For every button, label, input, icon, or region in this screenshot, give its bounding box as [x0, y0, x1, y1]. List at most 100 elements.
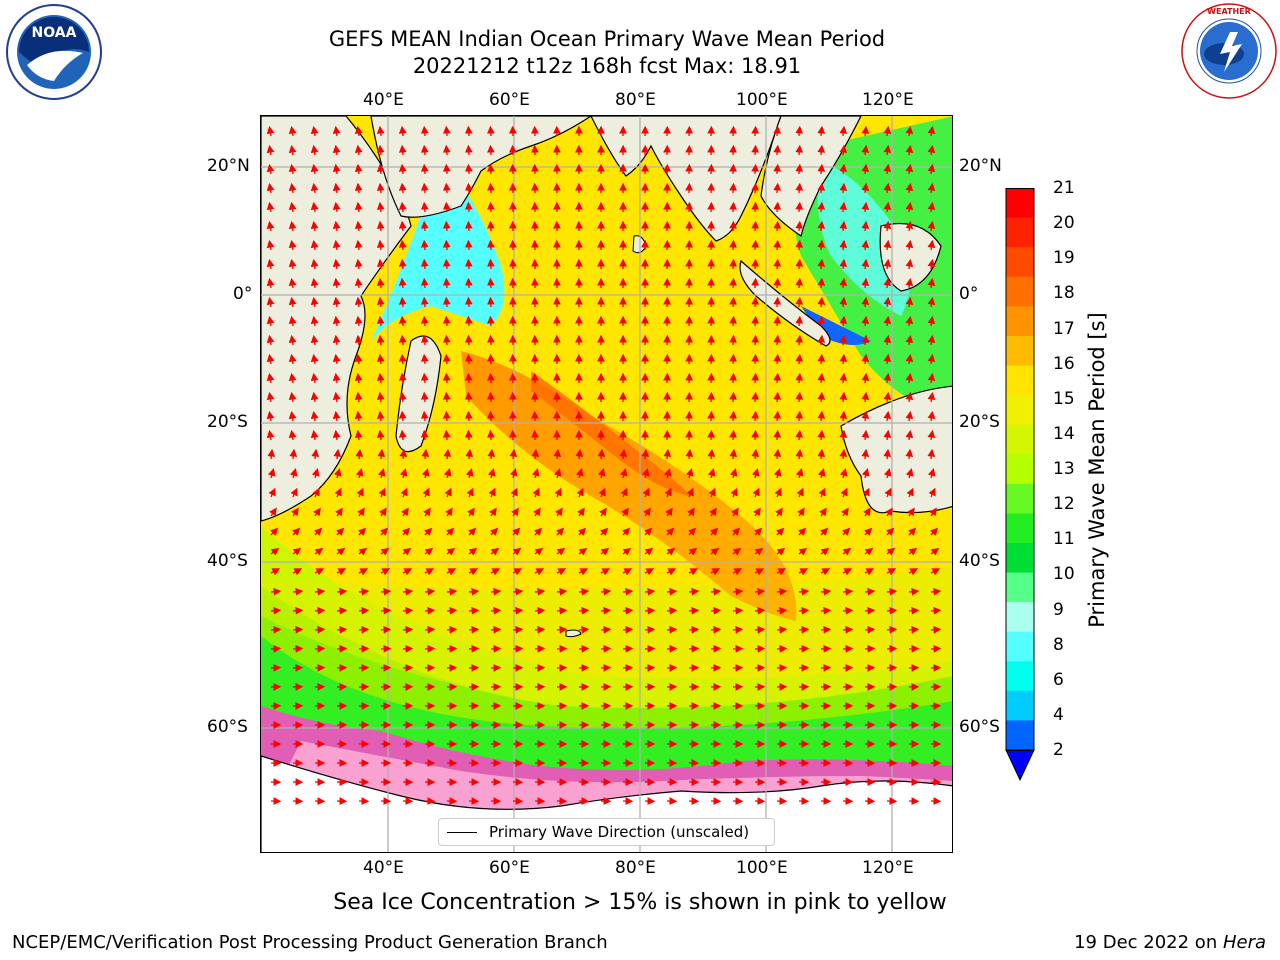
wave-direction-arrow	[534, 568, 545, 576]
wave-direction-arrow	[729, 334, 738, 346]
wave-direction-arrow	[753, 527, 763, 536]
wave-direction-arrow	[927, 125, 936, 137]
wave-direction-arrow	[600, 587, 612, 596]
wave-direction-arrow	[376, 429, 385, 441]
wave-direction-arrow	[798, 625, 810, 634]
wave-direction-arrow	[798, 547, 808, 556]
bottom-lon-label-60e: 60°E	[489, 858, 530, 878]
wave-direction-arrow	[575, 468, 584, 479]
footer-host: Hera	[1222, 932, 1266, 953]
wave-direction-arrow	[358, 587, 370, 596]
wave-direction-arrow	[310, 144, 319, 156]
colorbar-tick-label: 8	[1053, 634, 1064, 655]
wave-direction-arrow	[288, 296, 297, 308]
wave-direction-arrow	[927, 277, 936, 289]
wave-direction-arrow	[354, 410, 363, 422]
wave-direction-arrow	[270, 568, 281, 576]
wave-direction-arrow	[883, 334, 892, 346]
wave-direction-arrow	[468, 625, 480, 634]
wave-direction-arrow	[839, 201, 848, 213]
wave-direction-arrow	[930, 568, 941, 576]
wave-direction-arrow	[817, 201, 826, 213]
wave-direction-arrow	[600, 547, 610, 556]
wave-direction-arrow	[886, 547, 896, 556]
wave-direction-arrow	[377, 468, 386, 479]
wave-direction-arrow	[424, 587, 436, 596]
wave-direction-arrow	[290, 487, 298, 498]
wave-direction-arrow	[512, 587, 524, 596]
top-lon-label-120e: 120°E	[862, 90, 914, 110]
wave-direction-arrow	[464, 429, 473, 441]
top-lon-label-100e: 100°E	[736, 90, 788, 110]
wave-direction-arrow	[468, 644, 480, 653]
wave-direction-arrow	[729, 429, 738, 441]
wave-direction-arrow	[288, 239, 297, 251]
wave-direction-arrow	[861, 125, 870, 137]
wave-direction-arrow	[310, 391, 319, 403]
wave-direction-arrow	[729, 410, 738, 422]
wave-direction-arrow	[486, 353, 495, 365]
wave-direction-arrow	[795, 448, 804, 460]
colorbar-tick-label: 21	[1053, 178, 1075, 198]
wave-direction-arrow	[820, 547, 830, 556]
wave-direction-arrow	[422, 487, 430, 498]
wave-direction-arrow	[288, 220, 297, 232]
wave-direction-arrow	[688, 587, 700, 596]
wave-direction-arrow	[773, 258, 782, 270]
wave-direction-arrow	[861, 144, 870, 156]
wave-direction-arrow	[905, 239, 914, 251]
wave-direction-arrow	[512, 568, 523, 576]
wave-direction-arrow	[270, 606, 282, 615]
wave-direction-arrow	[288, 429, 297, 441]
colorbar-tick-label: 16	[1053, 353, 1075, 374]
wave-direction-arrow	[863, 507, 871, 517]
wave-direction-arrow	[442, 372, 451, 384]
wave-direction-arrow	[377, 448, 386, 460]
wave-direction-arrow	[905, 353, 914, 365]
wave-direction-arrow	[442, 296, 451, 308]
wave-direction-arrow	[798, 587, 810, 596]
wave-direction-arrow	[883, 391, 892, 403]
wave-direction-arrow	[751, 182, 760, 194]
wave-direction-arrow	[398, 220, 407, 232]
wave-direction-arrow	[310, 372, 319, 384]
wave-direction-arrow	[288, 334, 297, 346]
wave-direction-arrow	[839, 239, 848, 251]
wave-direction-arrow	[599, 527, 609, 536]
wave-direction-arrow	[266, 163, 275, 175]
wave-direction-arrow	[420, 239, 429, 251]
wave-direction-arrow	[883, 163, 892, 175]
wave-direction-arrow	[798, 568, 809, 576]
wave-direction-arrow	[512, 547, 522, 556]
wave-direction-arrow	[644, 568, 655, 576]
wave-direction-arrow	[817, 429, 826, 441]
wave-direction-arrow	[402, 587, 414, 596]
wave-direction-arrow	[795, 391, 804, 403]
wave-direction-arrow	[356, 487, 364, 498]
wave-direction-arrow	[266, 315, 275, 327]
wave-direction-arrow	[927, 163, 936, 175]
wave-direction-arrow	[905, 258, 914, 270]
wave-direction-arrow	[883, 125, 892, 137]
wave-direction-arrow	[486, 182, 495, 194]
wave-direction-arrow	[288, 182, 297, 194]
wave-direction-arrow	[534, 587, 546, 596]
wave-direction-arrow	[489, 507, 497, 517]
wave-direction-arrow	[751, 239, 760, 251]
wave-direction-arrow	[420, 182, 429, 194]
wave-direction-arrow	[927, 410, 936, 422]
wave-direction-arrow	[420, 334, 429, 346]
wave-direction-arrow	[817, 182, 826, 194]
right-lat-label-0: 0°	[959, 284, 979, 304]
wave-direction-arrow	[291, 507, 299, 517]
wave-direction-arrow	[622, 547, 632, 556]
wave-direction-arrow	[905, 391, 914, 403]
bottom-lon-label-120e: 120°E	[862, 858, 914, 878]
wave-direction-arrow	[930, 625, 942, 634]
wave-direction-arrow	[310, 201, 319, 213]
wave-direction-arrow	[398, 182, 407, 194]
wave-direction-arrow	[486, 163, 495, 175]
wave-direction-arrow	[621, 507, 629, 517]
wave-direction-arrow	[930, 606, 942, 615]
wave-direction-arrows	[266, 125, 942, 805]
